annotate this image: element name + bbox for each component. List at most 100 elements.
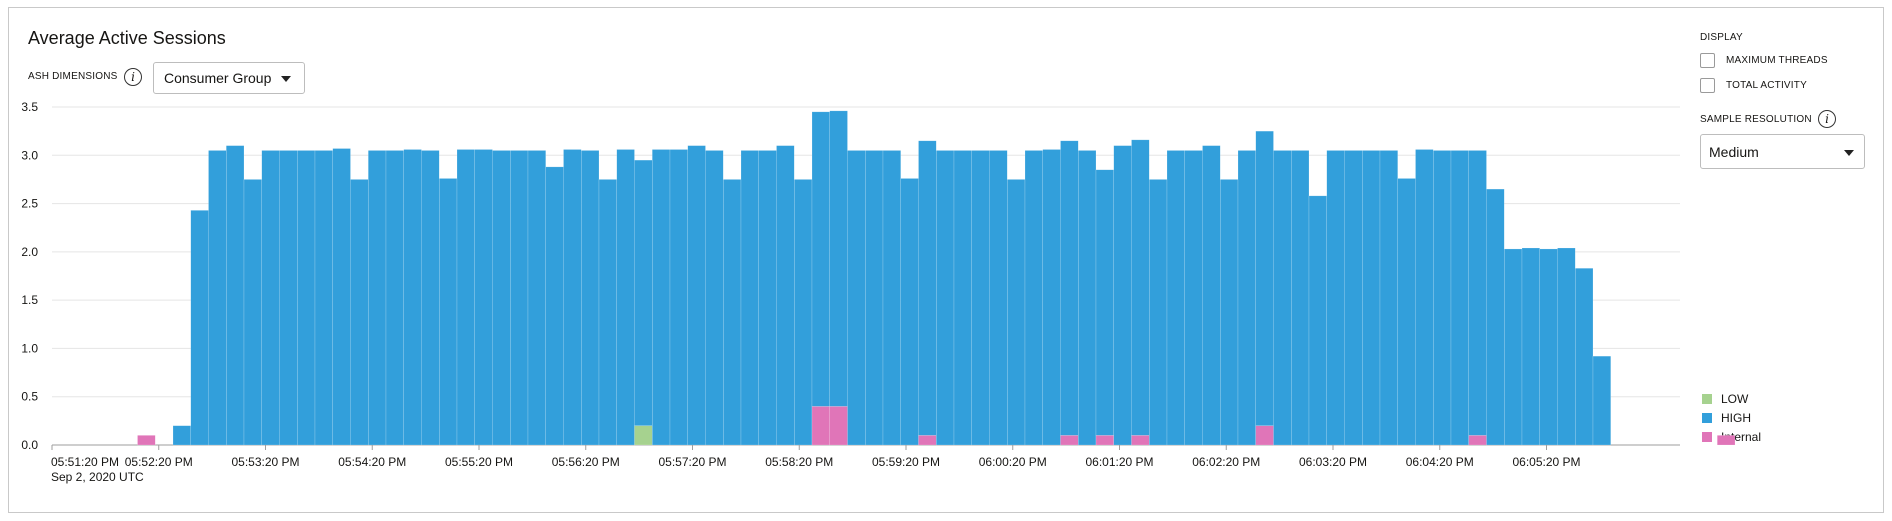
bar-high[interactable] <box>1397 178 1416 446</box>
bar-high[interactable] <box>1024 150 1043 446</box>
bar-high[interactable] <box>1042 149 1061 446</box>
bar-high[interactable] <box>1095 169 1114 436</box>
bar-high[interactable] <box>758 150 777 446</box>
bar-high[interactable] <box>190 210 209 446</box>
bar-high[interactable] <box>1379 150 1398 446</box>
bar-high[interactable] <box>208 150 227 446</box>
bar-high[interactable] <box>172 425 191 446</box>
bar-high[interactable] <box>616 149 635 446</box>
bar-high[interactable] <box>811 111 830 407</box>
bar-high[interactable] <box>1149 179 1168 446</box>
bar-high[interactable] <box>669 149 688 446</box>
bar-high[interactable] <box>279 150 298 446</box>
bar-internal[interactable] <box>1468 435 1487 446</box>
sample-resolution-info-icon[interactable]: i <box>1818 110 1836 128</box>
bar-high[interactable] <box>1450 150 1469 446</box>
bar-internal[interactable] <box>1131 435 1150 446</box>
bar-high[interactable] <box>953 150 972 446</box>
bar-internal[interactable] <box>1060 435 1079 446</box>
bar-high[interactable] <box>1575 268 1594 446</box>
bar-high[interactable] <box>421 150 440 446</box>
bar-internal[interactable] <box>1255 425 1274 446</box>
total-activity-checkbox[interactable] <box>1700 78 1715 93</box>
bar-high[interactable] <box>474 149 493 446</box>
bar-high[interactable] <box>261 150 280 446</box>
bar-high[interactable] <box>723 179 742 446</box>
bar-high[interactable] <box>1166 150 1185 446</box>
bar-high[interactable] <box>368 150 387 446</box>
bar-high[interactable] <box>882 150 901 446</box>
bar-high[interactable] <box>1539 248 1558 446</box>
bar-high[interactable] <box>900 178 919 446</box>
bar-high[interactable] <box>581 150 600 446</box>
bar-high[interactable] <box>1592 355 1611 446</box>
bar-high[interactable] <box>1468 150 1487 436</box>
bar-high[interactable] <box>1184 150 1203 446</box>
bar-high[interactable] <box>1486 188 1505 446</box>
bar-high[interactable] <box>297 150 316 446</box>
bar-high[interactable] <box>226 145 245 446</box>
bar-high[interactable] <box>918 140 937 436</box>
bar-high[interactable] <box>1273 150 1292 446</box>
bar-high[interactable] <box>634 159 653 426</box>
bar-high[interactable] <box>1220 179 1239 446</box>
bar-high[interactable] <box>776 145 795 446</box>
bar-high[interactable] <box>314 150 333 446</box>
bar-high[interactable] <box>652 149 671 446</box>
bar-high[interactable] <box>1308 195 1327 446</box>
dimension-dropdown[interactable]: Consumer Group <box>153 62 305 94</box>
bar-internal[interactable] <box>1095 435 1114 446</box>
bar-high[interactable] <box>510 150 529 446</box>
bar-high[interactable] <box>527 150 546 446</box>
bar-high[interactable] <box>1362 150 1381 446</box>
ash-dimensions-info-icon[interactable]: i <box>124 68 142 86</box>
bar-high[interactable] <box>1344 150 1363 446</box>
bar-internal[interactable] <box>811 406 830 446</box>
bar-high[interactable] <box>350 179 369 446</box>
bar-high[interactable] <box>1131 139 1150 436</box>
bar-high[interactable] <box>847 150 866 446</box>
x-tick-label: 05:55:20 PM <box>445 455 513 469</box>
bar-high[interactable] <box>1291 150 1310 446</box>
bar-high[interactable] <box>1326 150 1345 446</box>
sample-resolution-dropdown[interactable]: Medium <box>1700 134 1865 169</box>
bar-high[interactable] <box>403 149 422 446</box>
bar-high[interactable] <box>794 179 813 446</box>
bar-high[interactable] <box>687 145 706 446</box>
bar-low[interactable] <box>634 425 653 446</box>
bar-internal[interactable] <box>829 406 848 446</box>
bar-high[interactable] <box>1433 150 1452 446</box>
bar-high[interactable] <box>545 166 564 446</box>
maximum-threads-checkbox[interactable] <box>1700 53 1715 68</box>
bar-high[interactable] <box>1504 248 1523 446</box>
bar-high[interactable] <box>439 178 458 446</box>
bar-high[interactable] <box>971 150 990 446</box>
x-tick-label: 05:53:20 PM <box>231 455 299 469</box>
bar-high[interactable] <box>1521 247 1540 446</box>
bar-high[interactable] <box>456 149 475 446</box>
bar-high[interactable] <box>1113 145 1132 446</box>
bar-high[interactable] <box>705 150 724 446</box>
bar-internal[interactable] <box>1717 435 1736 446</box>
bar-high[interactable] <box>829 110 848 407</box>
bar-internal[interactable] <box>918 435 937 446</box>
bar-high[interactable] <box>385 150 404 446</box>
bar-high[interactable] <box>740 150 759 446</box>
bar-high[interactable] <box>1078 150 1097 446</box>
bar-high[interactable] <box>1255 130 1274 426</box>
bar-high[interactable] <box>492 150 511 446</box>
bar-high[interactable] <box>1415 149 1434 446</box>
bar-high[interactable] <box>1007 179 1026 446</box>
bar-high[interactable] <box>1060 140 1079 436</box>
bar-high[interactable] <box>1237 150 1256 446</box>
bar-high[interactable] <box>989 150 1008 446</box>
bar-high[interactable] <box>865 150 884 446</box>
bar-high[interactable] <box>936 150 955 446</box>
bar-high[interactable] <box>1202 145 1221 446</box>
bar-high[interactable] <box>1557 247 1576 446</box>
bar-high[interactable] <box>332 148 351 446</box>
bar-high[interactable] <box>243 179 262 446</box>
bar-internal[interactable] <box>137 435 156 446</box>
bar-high[interactable] <box>563 149 582 446</box>
bar-high[interactable] <box>598 179 617 446</box>
